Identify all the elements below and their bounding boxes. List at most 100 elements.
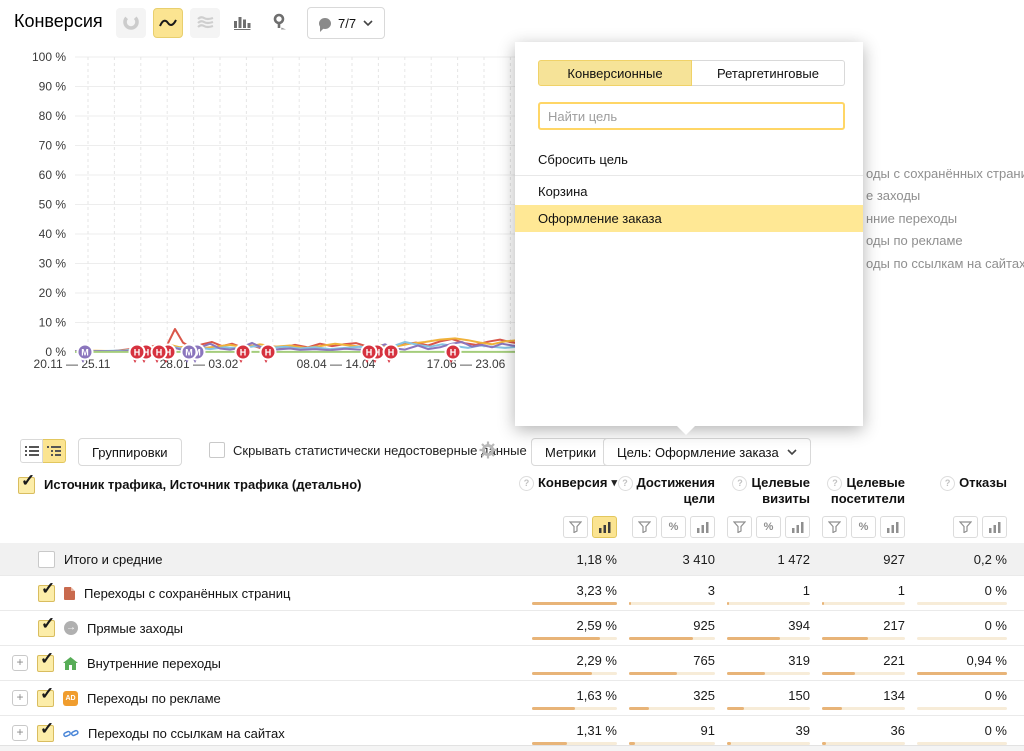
settings-gear-icon[interactable] [479,441,497,462]
legend-item[interactable]: нние переходы [866,210,958,226]
legend-item[interactable]: оды по ссылкам на сайтах [866,255,1024,271]
row-checkbox[interactable] [38,550,55,568]
line-chart-button[interactable] [153,8,183,38]
goal-item-checkout[interactable]: Оформление заказа [515,205,863,232]
bars-filter-button[interactable] [880,516,905,538]
legend-item[interactable]: е заходы [866,188,921,204]
legend-item[interactable]: оды с сохранённых страниц [866,166,1024,181]
funnel-filter-button[interactable] [822,516,847,538]
goal-item-cart[interactable]: Корзина [538,184,588,199]
expand-button[interactable]: + [12,725,28,741]
list-view-button[interactable] [20,439,43,463]
row-checkbox[interactable] [37,719,54,742]
row-checkbox[interactable] [37,649,54,672]
bars-filter-button[interactable] [982,516,1007,538]
column-title[interactable]: ? Отказы [940,475,1007,491]
expand-button[interactable]: + [12,655,28,671]
bars-filter-button[interactable] [690,516,715,538]
goal-item-reset[interactable]: Сбросить цель [538,152,628,167]
ad-icon: AD [63,690,78,706]
metric-value: 925 [693,617,715,633]
annotation-marker[interactable]: Н [360,343,378,364]
column-title[interactable]: посетители [830,491,905,506]
tab-conversion-goals[interactable]: Конверсионные [538,60,692,86]
column-title[interactable]: ? Целевые [732,475,810,491]
funnel-filter-button[interactable] [727,516,752,538]
funnel-filter-button[interactable] [953,516,978,538]
metric-cell: 150 [715,681,810,715]
table-row: + AD Переходы по рекламе 1,63 % 325 150 134 0 % [0,680,1024,715]
tree-view-button[interactable] [43,439,66,463]
column-title[interactable]: визиты [762,491,810,506]
metric-cell: 1,31 % [520,716,617,750]
percent-filter-button[interactable]: % [661,516,686,538]
map-button[interactable] [264,8,294,38]
annotation-marker[interactable]: Н [137,343,155,364]
svg-text:20.11 — 25.11: 20.11 — 25.11 [34,357,111,371]
svg-text:М: М [185,348,193,358]
row-label[interactable]: Переходы по ссылкам на сайтах [88,725,285,741]
annotation-marker[interactable]: М [188,343,206,364]
column-title[interactable]: ? Конверсия ▾ [518,475,617,491]
help-icon[interactable]: ? [617,475,633,491]
column-chart-button[interactable] [227,8,257,38]
row-checkbox[interactable] [37,684,54,707]
row-checkbox[interactable] [38,614,55,637]
svg-text:М: М [81,348,89,358]
tab-label: Конверсионные [567,65,663,81]
goal-search-input[interactable] [538,102,845,130]
column-title[interactable]: ? Целевые [827,475,905,491]
metric-cell: 3 410 [617,543,715,575]
groupings-button[interactable]: Группировки [78,438,182,466]
pie-chart-button[interactable] [116,8,146,38]
metric-value: 1,63 % [576,687,617,703]
annotations-dropdown[interactable]: 7/7 [307,7,386,39]
annotation-marker[interactable]: Н [128,343,146,364]
column-title[interactable]: ? Достижения [617,475,715,491]
help-icon[interactable]: ? [827,475,843,491]
goal-dropdown-button[interactable]: Цель: Оформление заказа [603,438,811,466]
annotation-marker[interactable]: Н [368,343,386,364]
hide-unreliable-checkbox[interactable] [209,442,225,458]
metric-value: 217 [883,617,905,633]
row-label[interactable]: Прямые заходы [87,620,184,636]
metrics-button[interactable]: Метрики [531,438,611,466]
annotation-marker[interactable]: Н [159,343,177,364]
svg-text:80 %: 80 % [39,109,67,123]
annotation-marker[interactable]: Н [259,343,277,364]
help-icon[interactable]: ? [940,475,956,491]
series-line [74,337,518,353]
row-label[interactable]: Итого и средние [64,551,163,567]
area-chart-button[interactable] [190,8,220,38]
annotation-marker[interactable]: Н [150,343,168,364]
annotation-marker[interactable]: М [76,343,94,364]
percent-filter-button[interactable]: % [851,516,876,538]
bars-filter-button[interactable] [785,516,810,538]
select-all-checkbox[interactable] [18,471,35,494]
legend-item[interactable]: оды по рекламе [866,233,963,249]
value-bar [532,637,617,640]
annotation-marker[interactable]: Н [382,343,400,364]
funnel-filter-button[interactable] [632,516,657,538]
value-bar [822,707,905,710]
tab-retargeting-goals[interactable]: Ретаргетинговые [692,60,845,86]
metric-value: 394 [788,617,810,633]
expand-button[interactable]: + [12,690,28,706]
funnel-filter-button[interactable] [563,516,588,538]
metric-cell: 1,18 % [520,543,617,575]
row-label[interactable]: Внутренние переходы [87,655,221,671]
metric-value: 3 [707,582,715,598]
annotation-marker[interactable]: Н [444,343,462,364]
percent-filter-button[interactable]: % [756,516,781,538]
row-label[interactable]: Переходы с сохранённых страниц [84,585,291,601]
help-icon[interactable]: ? [732,475,748,491]
tree-icon [47,446,61,456]
row-label[interactable]: Переходы по рекламе [87,690,221,706]
row-checkbox[interactable] [38,579,55,602]
annotation-marker[interactable]: Н [234,343,252,364]
metric-cell: 1,63 % [520,681,617,715]
column-title[interactable]: цели [683,491,715,506]
bars-filter-button[interactable] [592,516,617,538]
help-icon[interactable]: ? [518,475,534,491]
annotation-marker[interactable]: М [180,343,198,364]
